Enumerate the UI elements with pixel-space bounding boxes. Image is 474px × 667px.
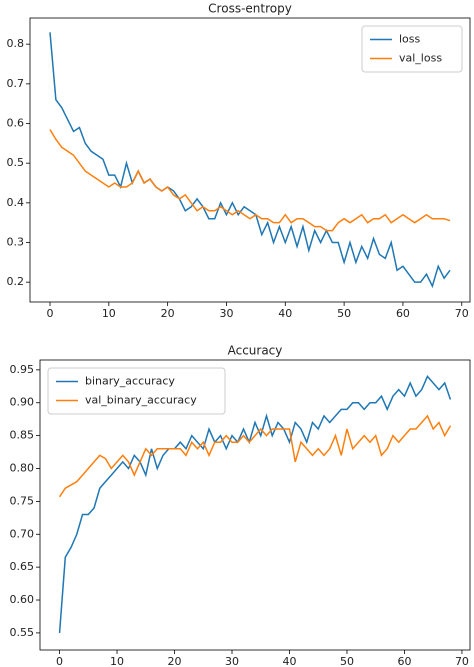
y-tick-label: 0.75 (10, 494, 35, 507)
y-tick-label: 0.55 (10, 626, 35, 639)
x-tick-label: 10 (110, 655, 124, 667)
y-tick-label: 0.8 (7, 37, 25, 50)
legend-label: binary_accuracy (85, 375, 175, 388)
x-tick-label: 60 (397, 655, 411, 667)
chart-title: Accuracy (228, 344, 283, 358)
y-tick-label: 0.90 (10, 396, 35, 409)
legend-box (47, 367, 226, 415)
y-tick-label: 0.6 (7, 117, 25, 130)
plot-frame (39, 359, 471, 651)
data-line (49, 129, 451, 232)
data-line (58, 414, 452, 498)
y-tick-label: 0.65 (10, 560, 35, 573)
x-tick-label: 0 (56, 655, 63, 667)
y-tick-label: 0.2 (7, 275, 25, 288)
x-tick-label: 20 (168, 655, 182, 667)
chart-title: Cross-entropy (208, 2, 292, 16)
y-tick-label: 0.85 (10, 429, 35, 442)
y-tick-label: 0.60 (10, 593, 35, 606)
legend: binary_accuracy val_binary_accuracy (47, 367, 226, 415)
y-tick-label: 0.3 (7, 236, 25, 249)
y-tick-label: 0.7 (7, 77, 25, 90)
x-tick-label: 0 (47, 307, 54, 320)
x-tick-label: 10 (102, 307, 116, 320)
data-line (49, 32, 451, 289)
x-tick-label: 50 (340, 655, 354, 667)
y-tick-label: 0.80 (10, 462, 35, 475)
x-tick-label: 70 (455, 307, 469, 320)
x-tick-label: 50 (337, 307, 351, 320)
legend-label: val_binary_accuracy (85, 394, 197, 407)
x-tick-label: 70 (455, 655, 469, 667)
x-tick-label: 20 (161, 307, 175, 320)
y-tick-label: 0.5 (7, 156, 25, 169)
legend-label: loss (399, 33, 421, 46)
x-tick-label: 40 (278, 307, 292, 320)
data-line (58, 375, 452, 633)
plot-frame (29, 17, 471, 303)
x-tick-label: 30 (219, 307, 233, 320)
y-tick-label: 0.70 (10, 527, 35, 540)
x-tick-label: 40 (282, 655, 296, 667)
x-tick-label: 30 (225, 655, 239, 667)
legend: loss val_loss (361, 25, 463, 73)
y-tick-label: 0.95 (10, 363, 35, 376)
legend-box (361, 25, 463, 73)
legend-label: val_loss (399, 52, 442, 65)
y-tick-label: 0.4 (7, 196, 25, 209)
x-tick-label: 60 (396, 307, 410, 320)
